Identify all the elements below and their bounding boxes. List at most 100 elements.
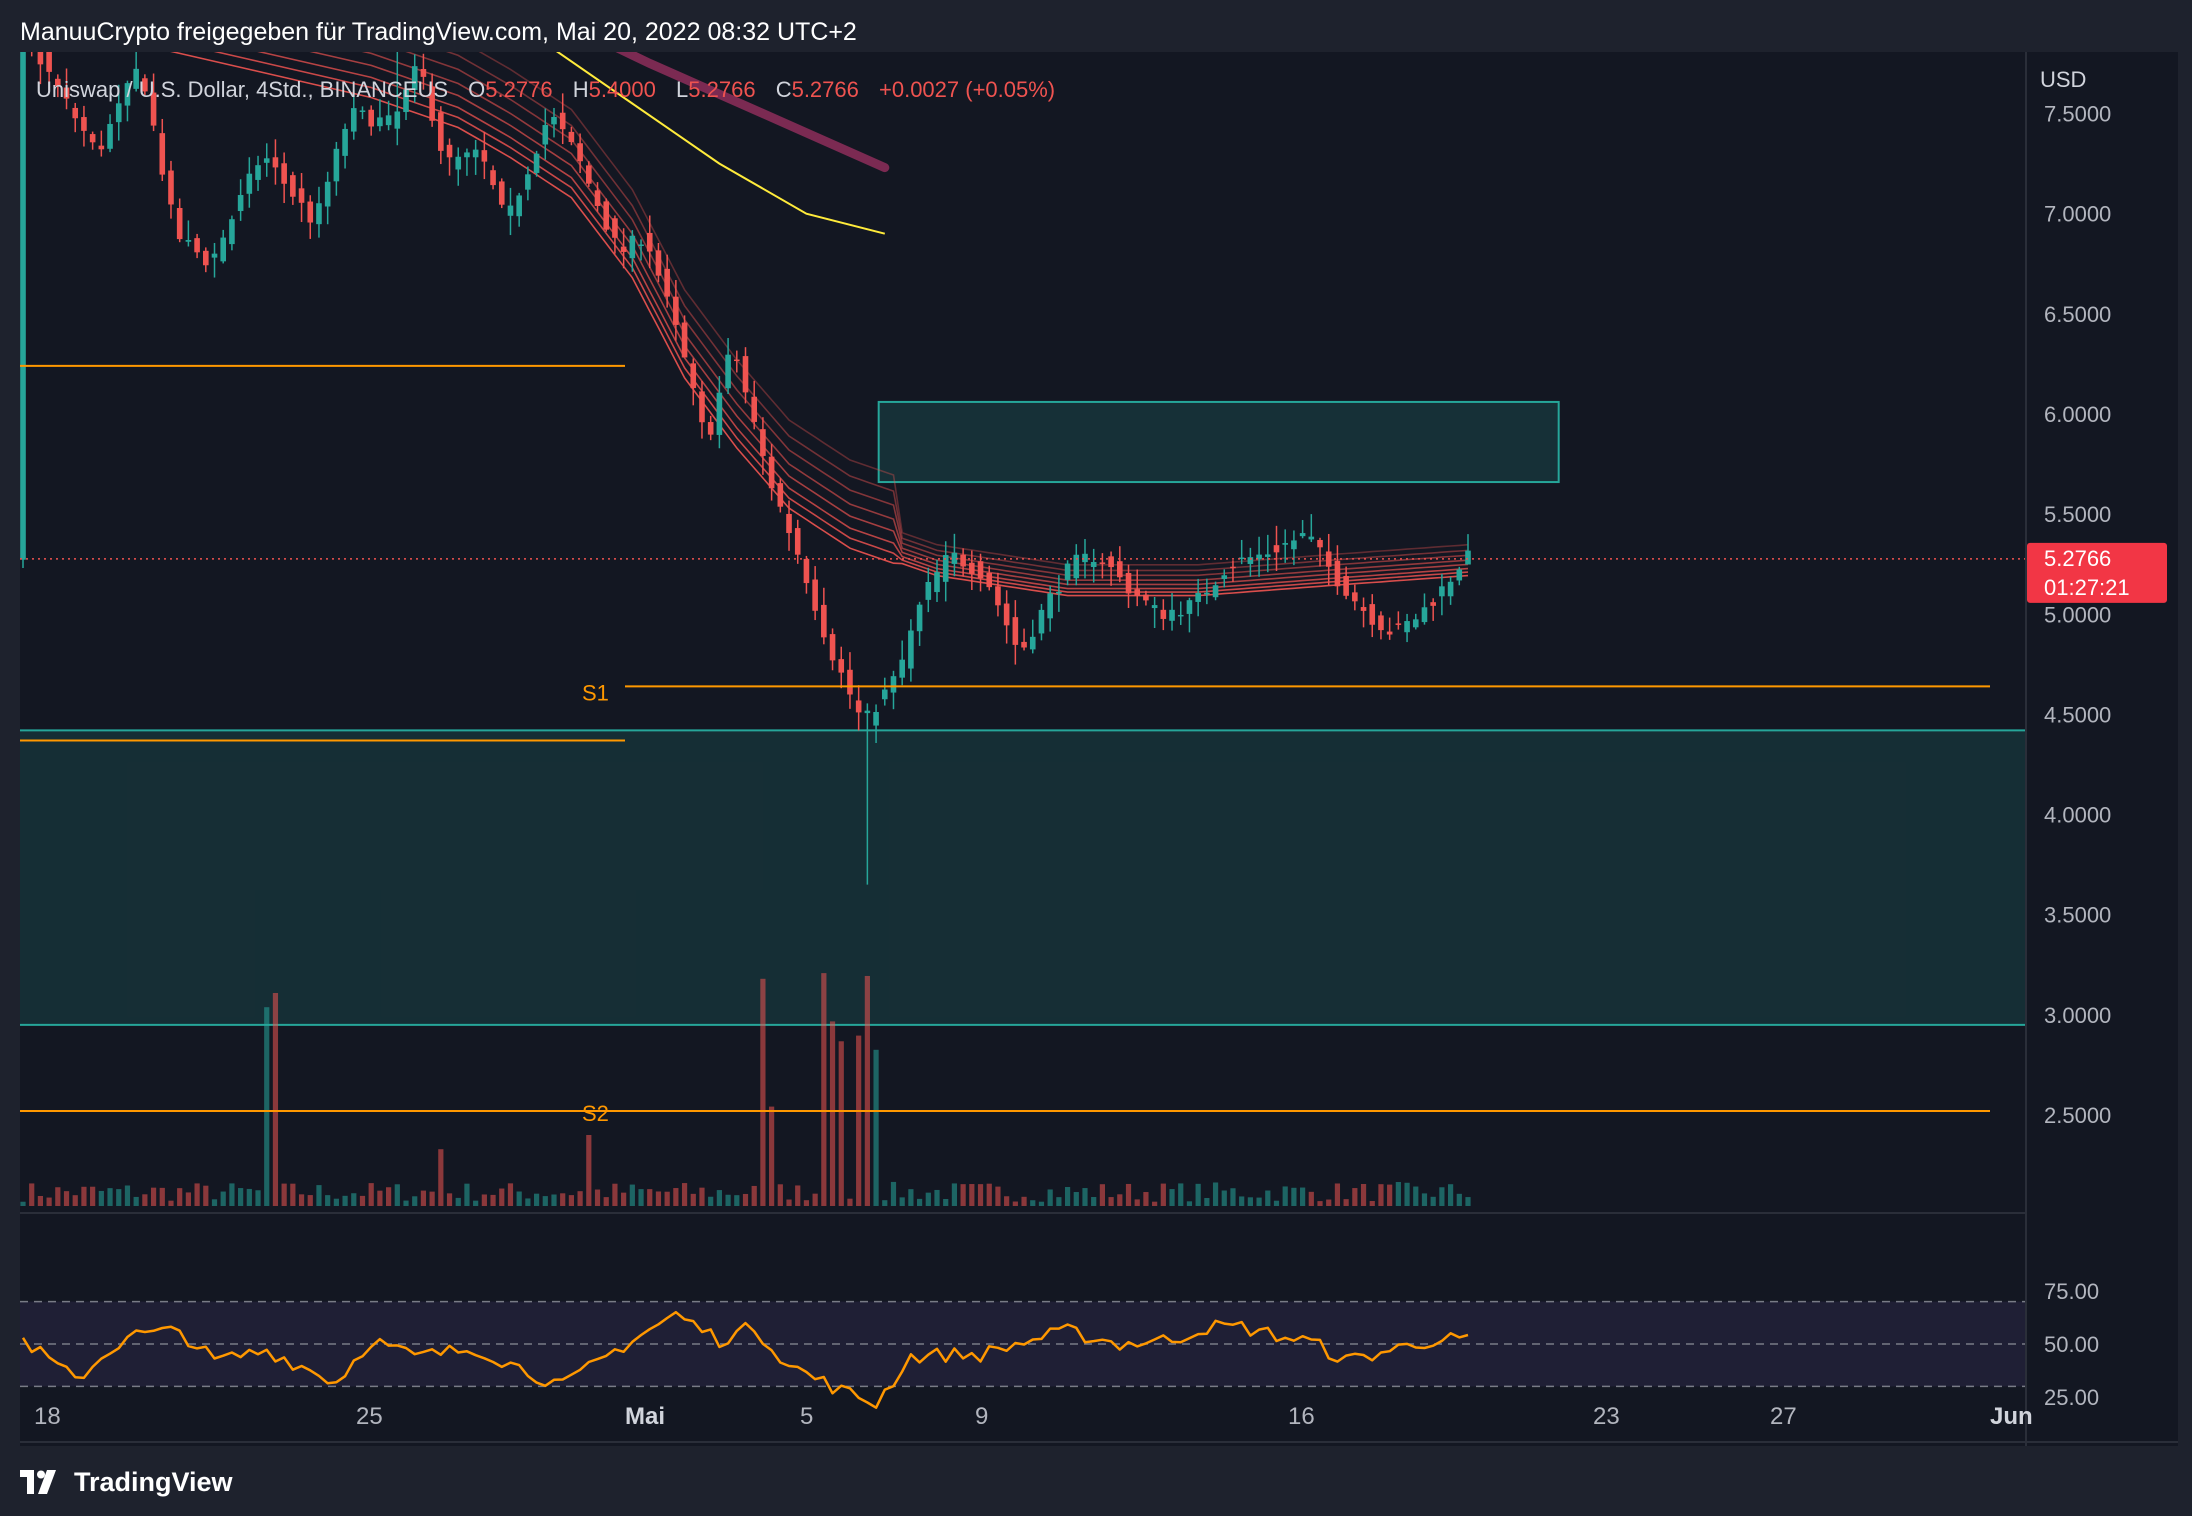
volume-bar <box>490 1194 496 1206</box>
candle-body <box>63 87 70 99</box>
volume-bar <box>943 1199 949 1206</box>
candle-body <box>516 195 522 217</box>
volume-bar <box>812 1193 818 1206</box>
candle-body <box>838 659 845 673</box>
time-tick-label: 5 <box>800 1403 813 1430</box>
volume-bar <box>1091 1197 1097 1206</box>
candle-body <box>446 144 453 158</box>
volume-bar <box>229 1183 235 1206</box>
rsi-pane[interactable] <box>20 1300 2025 1409</box>
candle-body <box>751 396 758 422</box>
candle-body <box>1247 557 1254 564</box>
candle-body <box>115 103 122 123</box>
ema-ribbon-line <box>135 0 1469 581</box>
candle-body <box>150 92 157 126</box>
price-tick-label: 4.0000 <box>2044 803 2111 828</box>
volume-bar <box>734 1195 740 1206</box>
volume-bar <box>1300 1187 1306 1206</box>
candle-body <box>255 165 261 180</box>
volume-bar <box>133 1196 139 1206</box>
volume-bar <box>1221 1190 1227 1206</box>
volume-bar <box>1317 1201 1323 1206</box>
candle-body <box>812 579 818 611</box>
volume-bar <box>238 1188 244 1206</box>
candle-body <box>733 359 740 362</box>
volume-bar <box>1456 1193 1462 1206</box>
candle-body <box>203 250 209 266</box>
volume-bar <box>760 978 766 1206</box>
candle-body <box>89 134 96 143</box>
main-pane[interactable]: S1 S2 <box>20 0 2025 1206</box>
candle-body <box>333 148 340 182</box>
candle-body <box>107 123 113 149</box>
candle-body <box>211 253 218 258</box>
volume-bar <box>908 1189 914 1206</box>
volume-bar <box>307 1195 313 1206</box>
volume-bar <box>1186 1201 1193 1206</box>
volume-bar <box>803 1200 810 1206</box>
candle-body <box>707 422 714 435</box>
candle-body <box>1108 556 1114 568</box>
candle-body <box>290 175 296 197</box>
candle-body <box>559 112 566 130</box>
candle-body <box>1038 609 1045 634</box>
volume-bar <box>351 1193 357 1206</box>
volume-bar <box>20 1201 26 1206</box>
time-tick-label: 23 <box>1593 1403 1620 1430</box>
chart-canvas[interactable]: S1 S2 USD 7.5000 7.0000 6.5000 6.0000 5.5000 5.… <box>20 0 2178 1446</box>
candle-body <box>1195 592 1201 602</box>
legend-close-label: C <box>776 77 792 102</box>
candle-body <box>716 392 723 435</box>
candle-body <box>1204 592 1210 595</box>
candle-body <box>1186 600 1193 614</box>
candle-body <box>577 143 583 162</box>
candle-body <box>855 700 862 713</box>
volume-bar <box>1134 1199 1140 1206</box>
volume-bar <box>1108 1197 1114 1206</box>
candle-body <box>655 250 662 276</box>
candle-body <box>1456 569 1463 581</box>
volume-bar <box>1360 1183 1367 1206</box>
volume-bar <box>1160 1183 1166 1206</box>
volume-bar <box>37 1195 44 1206</box>
volume-bar <box>856 1035 862 1206</box>
volume-bar <box>838 1041 844 1206</box>
candle-body <box>742 356 749 393</box>
candle-body <box>438 112 444 151</box>
volume-bar <box>1212 1182 1219 1206</box>
volume-bar <box>925 1192 931 1206</box>
volume-bar <box>46 1197 52 1206</box>
volume-bar <box>916 1198 923 1206</box>
candle-body <box>377 117 383 127</box>
candle-body <box>81 117 87 131</box>
volume-bar <box>290 1183 296 1206</box>
candle-body <box>1221 575 1228 579</box>
candle-body <box>1360 607 1367 611</box>
candle-body <box>37 46 44 65</box>
candle-body <box>1308 536 1315 540</box>
volume-bar <box>969 1184 975 1206</box>
candle-body <box>551 116 557 125</box>
volume-bar <box>90 1186 96 1206</box>
volume-bar <box>1021 1196 1027 1206</box>
chart-panel[interactable]: S1 S2 USD 7.5000 7.0000 6.5000 6.0000 5.5000 5.… <box>20 0 2178 1446</box>
candle-body <box>1090 562 1097 568</box>
candle-body <box>942 555 949 582</box>
candle-body <box>168 170 174 205</box>
candle-body <box>925 582 932 600</box>
demand-zone <box>20 730 2025 1025</box>
candle-body <box>1117 561 1123 578</box>
candle-body <box>324 181 331 207</box>
candle-body <box>899 659 905 678</box>
volume-bar <box>629 1184 635 1206</box>
candle-body <box>1317 539 1323 548</box>
candle-body <box>1386 631 1393 635</box>
candle-body <box>1282 543 1288 545</box>
candle-body <box>620 246 627 252</box>
ema-ribbon-line <box>22 16 1469 597</box>
candle-body <box>786 513 792 534</box>
candle-body <box>1143 594 1149 601</box>
candle-body <box>847 669 853 695</box>
candle-body <box>20 24 26 560</box>
volume-bar <box>821 973 827 1206</box>
